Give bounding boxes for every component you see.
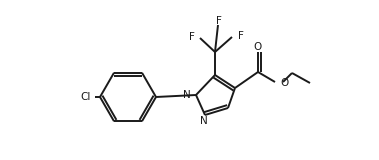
Text: F: F — [216, 16, 222, 26]
Text: Cl: Cl — [81, 92, 91, 102]
Text: O: O — [254, 42, 262, 52]
Text: O: O — [280, 78, 288, 88]
Text: F: F — [238, 31, 244, 41]
Text: N: N — [200, 116, 208, 126]
Text: F: F — [189, 32, 195, 42]
Text: N: N — [183, 90, 191, 100]
